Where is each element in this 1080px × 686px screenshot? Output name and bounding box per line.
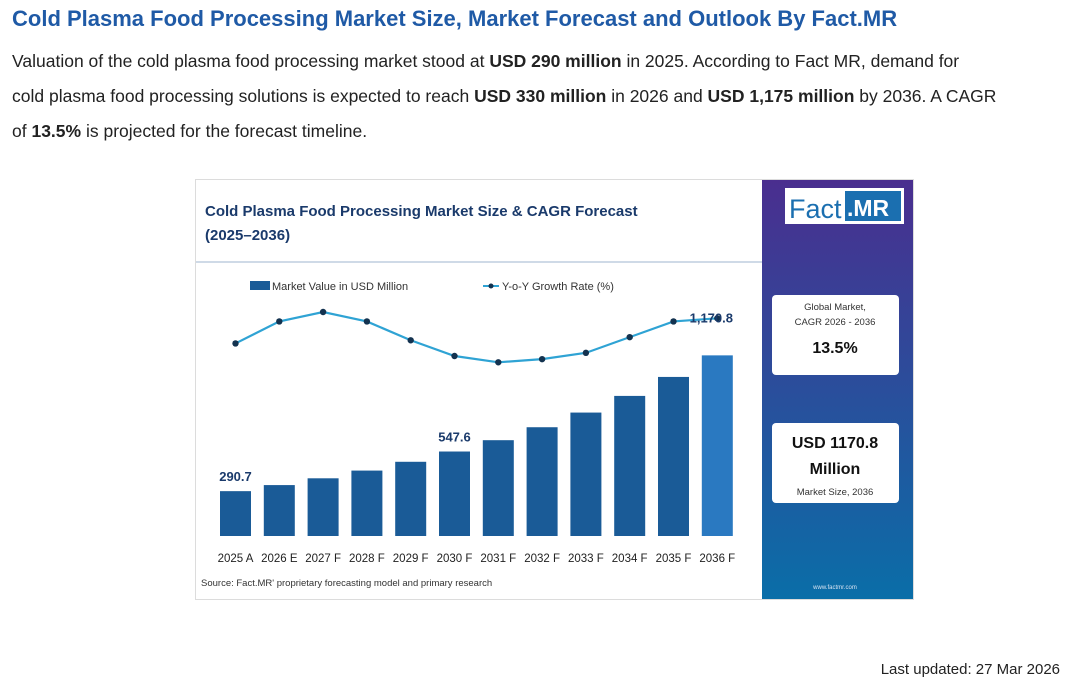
growth-point — [363, 318, 371, 325]
market-infographic: Cold Plasma Food Processing Market Size … — [195, 179, 914, 600]
size-card-value: USD 1170.8 — [792, 435, 878, 452]
bar-2034-f — [614, 395, 646, 536]
bar-2033-f — [570, 412, 602, 536]
growth-point — [714, 315, 721, 322]
value-callouts: 290.7 547.6 1,170.8 — [219, 310, 733, 484]
x-tick-label: 2036 F — [699, 553, 735, 565]
bar-2029-f — [395, 461, 427, 536]
bar-2032-f — [526, 427, 558, 536]
intro-line-2: cold plasma food processing solutions is… — [12, 86, 997, 106]
intro-line-3: of 13.5% is projected for the forecast t… — [12, 121, 368, 141]
chart-title-line2: (2025–2036) — [205, 227, 290, 244]
bar-2035-f — [658, 376, 689, 536]
x-tick-label: 2030 F — [437, 553, 473, 565]
chart-title-line1: Cold Plasma Food Processing Market Size … — [205, 203, 638, 220]
growth-point — [582, 349, 590, 357]
page-title: Cold Plasma Food Processing Market Size,… — [12, 6, 898, 31]
x-tick-label: 2033 F — [568, 553, 604, 565]
market-size-card — [772, 423, 899, 503]
x-tick-label: 2032 F — [524, 553, 560, 565]
size-card-caption: Market Size, 2036 — [797, 487, 874, 498]
x-tick-label: 2026 E — [261, 553, 298, 565]
legend-line-label: Y-o-Y Growth Rate (%) — [502, 281, 614, 293]
growth-point — [670, 318, 677, 325]
value-callout: 547.6 — [438, 430, 471, 445]
cagr-card-line2: CAGR 2026 - 2036 — [795, 317, 876, 328]
growth-points — [232, 308, 721, 366]
growth-point — [319, 308, 327, 316]
cagr-card-line1: Global Market, — [804, 302, 866, 313]
growth-point — [276, 318, 283, 325]
growth-point — [232, 340, 239, 347]
intro-paragraph: Valuation of the cold plasma food proces… — [12, 44, 1072, 149]
logo-mr-box — [845, 191, 901, 221]
side-panel — [762, 180, 913, 599]
value-callout: 290.7 — [219, 469, 252, 484]
growth-point — [626, 333, 633, 341]
bars-group — [220, 355, 733, 536]
bar-2026-e — [263, 485, 295, 536]
website-text: www.factmr.com — [812, 585, 857, 591]
x-tick-label: 2035 F — [656, 553, 692, 565]
bar-2036-f — [701, 355, 733, 536]
bar-2031-f — [482, 440, 514, 536]
x-tick-label: 2029 F — [393, 553, 429, 565]
legend-line-marker — [488, 283, 494, 289]
bar-2027-f — [307, 478, 339, 536]
x-tick-label: 2027 F — [305, 553, 341, 565]
x-tick-label: 2025 A — [218, 553, 254, 565]
growth-point — [451, 352, 458, 360]
growth-point — [407, 337, 414, 344]
x-tick-label: 2028 F — [349, 553, 385, 565]
cagr-card-value: 13.5% — [812, 340, 857, 357]
x-tick-label: 2031 F — [480, 553, 516, 565]
logo-text-right: .MR — [847, 195, 890, 221]
x-axis-labels: 2025 A 2026 E 2027 F 2028 F 2029 F 2030 F 2031… — [218, 553, 736, 565]
legend-bar-swatch — [250, 281, 270, 290]
growth-line — [235, 310, 718, 364]
bar-2030-f — [439, 451, 470, 536]
bar-2025-a — [220, 491, 251, 536]
chart-source: Source: Fact.MR' proprietary forecasting… — [201, 578, 492, 589]
last-updated: Last updated: 27 Mar 2026 — [880, 661, 1060, 678]
growth-point — [495, 359, 502, 366]
intro-line-1: Valuation of the cold plasma food proces… — [12, 51, 960, 71]
bar-2028-f — [351, 470, 383, 536]
x-tick-label: 2034 F — [612, 553, 648, 565]
growth-point — [538, 355, 546, 363]
size-card-unit: Million — [810, 461, 861, 478]
logo-text-left: Fact — [789, 194, 842, 224]
cagr-card — [772, 295, 899, 375]
legend-bar-label: Market Value in USD Million — [272, 281, 408, 293]
chart-svg: Cold Plasma Food Processing Market Size … — [196, 180, 913, 599]
value-callout: 1,170.8 — [690, 310, 733, 325]
